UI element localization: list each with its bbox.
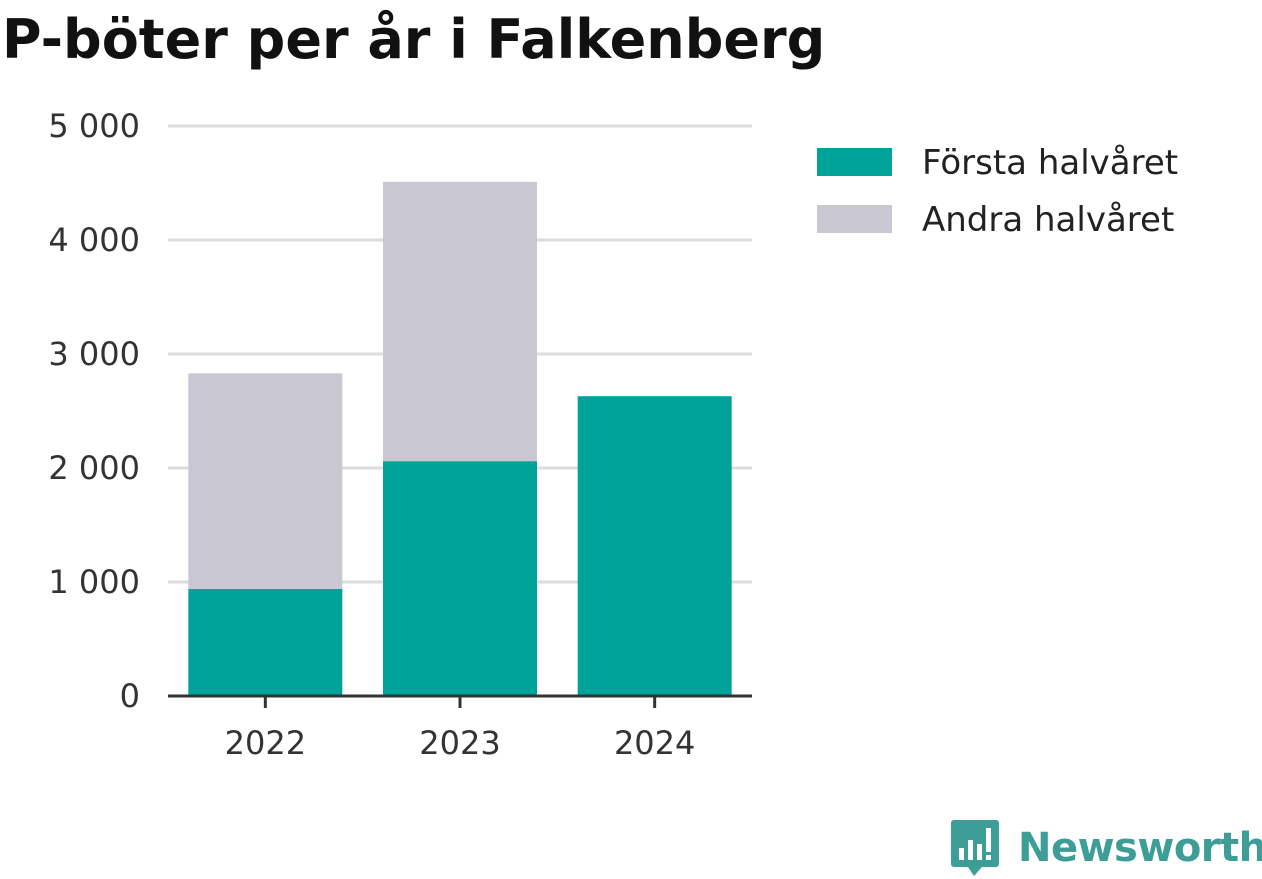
y-tick-label: 0 — [120, 677, 140, 715]
legend-swatch — [817, 205, 892, 233]
brand-name: Newsworthy — [1018, 825, 1262, 871]
x-tick-label: 2022 — [225, 724, 306, 762]
x-tick-label: 2023 — [419, 724, 500, 762]
legend: Första halvåret Andra halvåret — [817, 143, 1178, 240]
chart-title: P-böter per år i Falkenberg — [2, 8, 826, 71]
legend-swatch — [817, 148, 892, 176]
bar-2023-series-2 — [383, 181, 537, 462]
y-tick-label: 3 000 — [48, 335, 140, 373]
newsworthy-logo-icon — [951, 820, 999, 876]
y-tick-label: 5 000 — [48, 107, 140, 145]
bar-2023-series-1 — [383, 461, 537, 696]
bars — [188, 181, 732, 696]
bar-2022-series-2 — [188, 373, 343, 589]
y-tick-label: 4 000 — [48, 221, 140, 259]
legend-label: Första halvåret — [922, 143, 1178, 183]
axes: 0 1 000 2 000 3 000 4 000 5 000 2022 2023 2024 — [48, 107, 752, 762]
x-tick-label: 2024 — [614, 724, 695, 762]
bar-2022-series-1 — [188, 588, 343, 696]
bar-2024-series-1 — [577, 396, 732, 696]
brand-logo: Newsworthy — [950, 818, 1262, 878]
y-tick-label: 2 000 — [48, 449, 140, 487]
legend-label: Andra halvåret — [922, 200, 1174, 240]
y-tick-label: 1 000 — [48, 563, 140, 601]
